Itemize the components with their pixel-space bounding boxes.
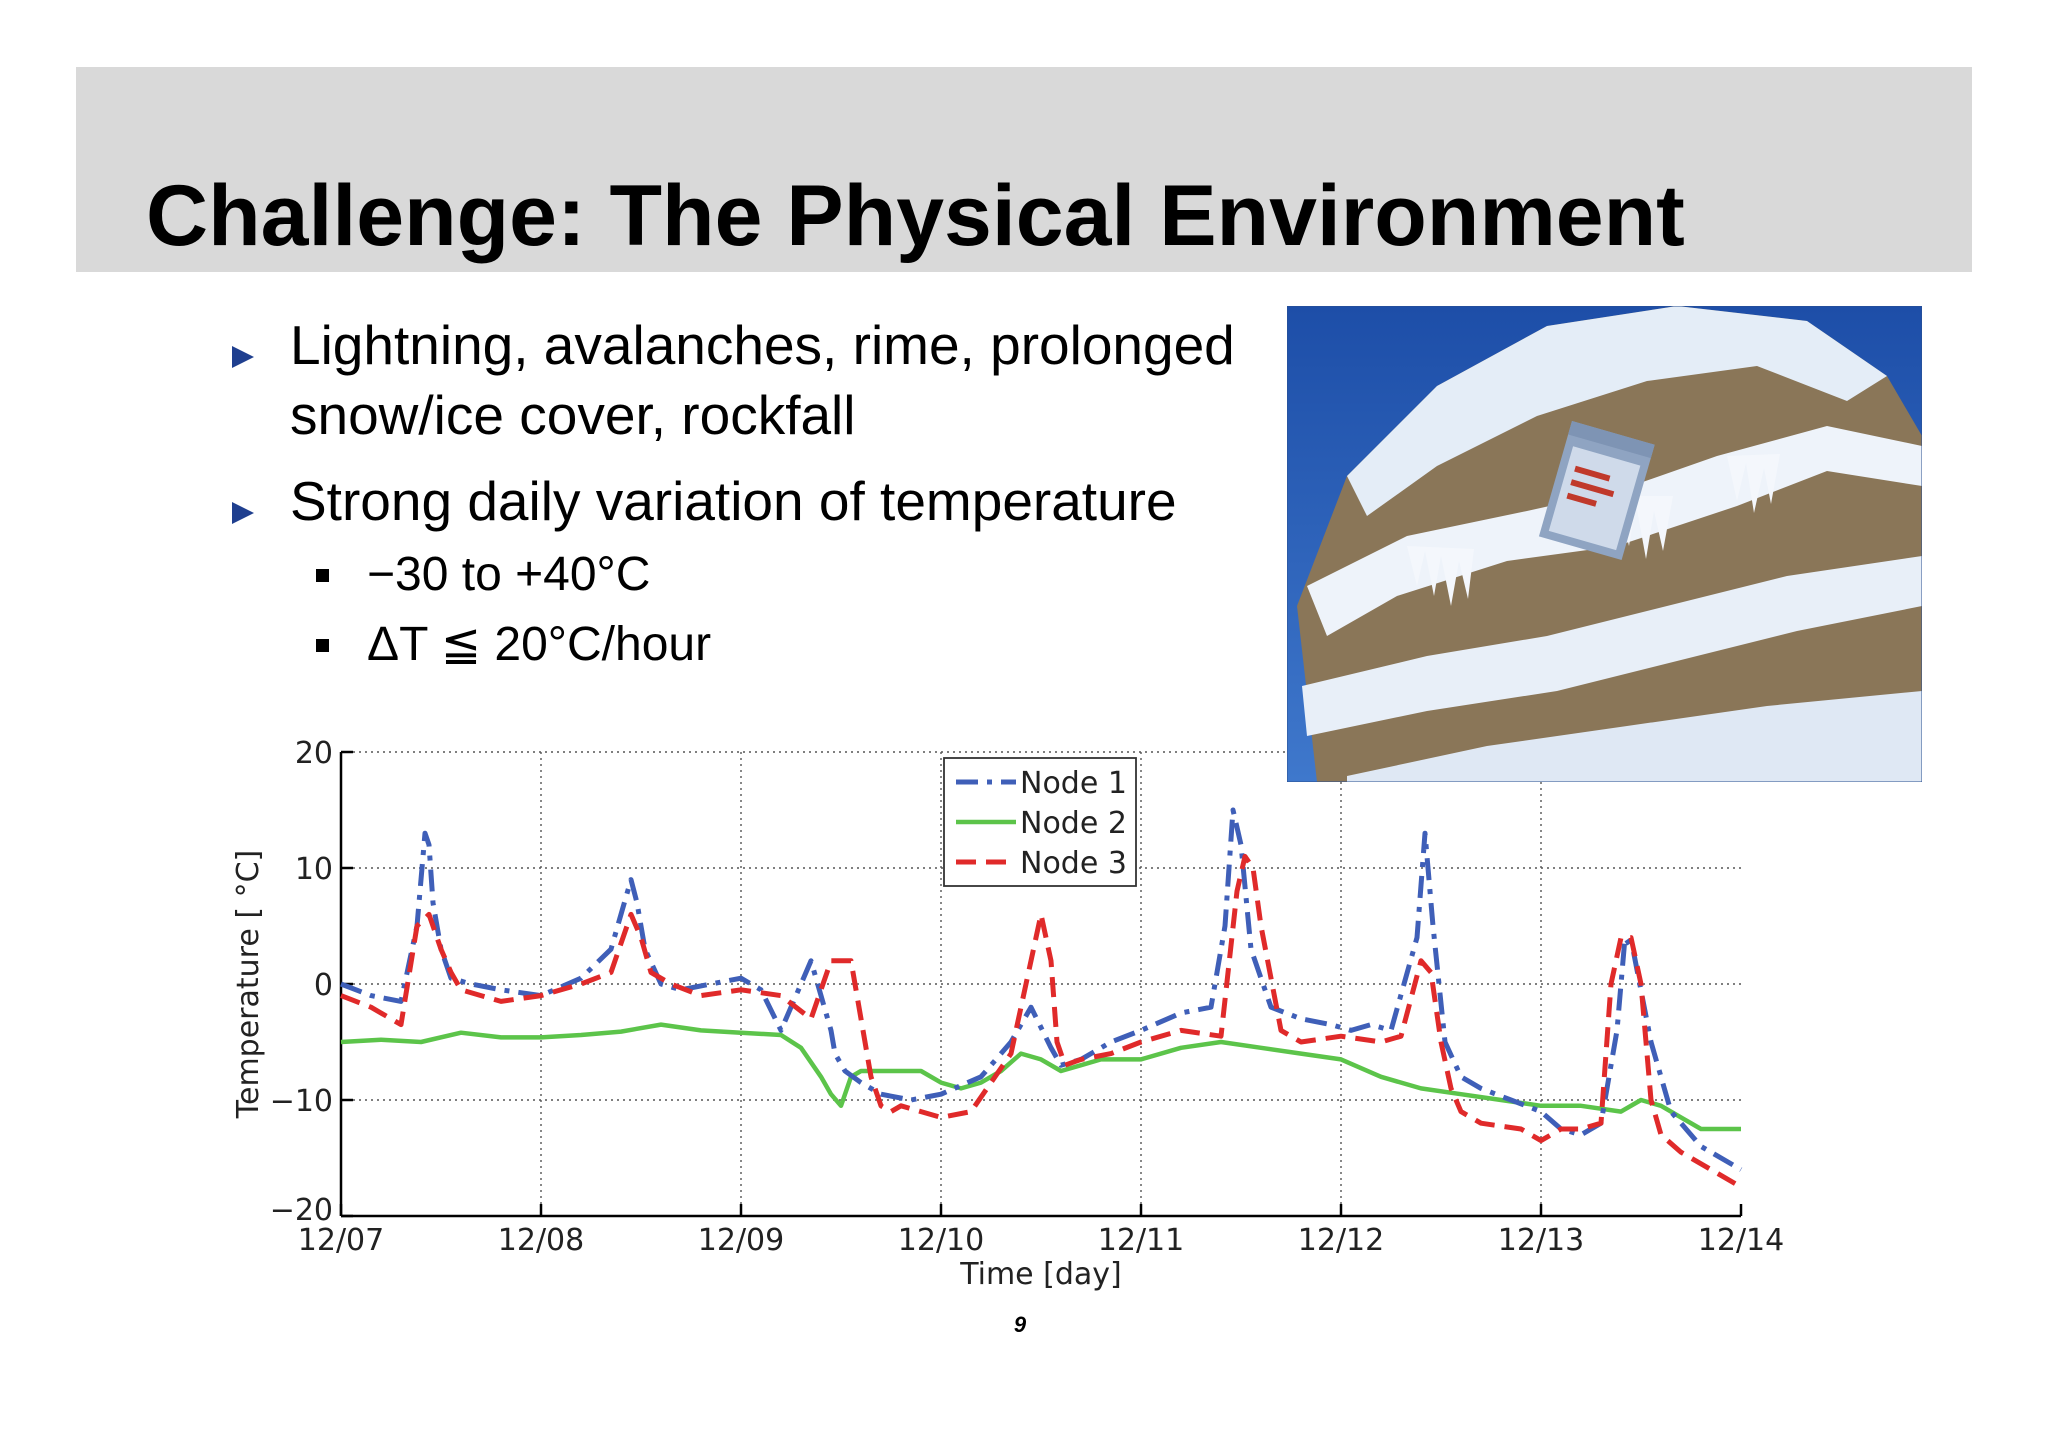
series-line-node-3 bbox=[340, 853, 1743, 1190]
legend-label: Node 1 bbox=[1020, 766, 1127, 801]
sub-bullet-range: −30 to +40°C bbox=[367, 548, 651, 601]
bullet-arrow-icon bbox=[232, 502, 254, 524]
y-tick-label: 0 bbox=[314, 968, 333, 1003]
slide-title: Challenge: The Physical Environment bbox=[146, 168, 1685, 264]
y-tick-label: −20 bbox=[270, 1193, 333, 1228]
rime-covered-rock-with-sensor-photo bbox=[1287, 306, 1922, 782]
square-bullet-icon bbox=[316, 639, 329, 652]
x-tick-label: 12/14 bbox=[1698, 1223, 1784, 1258]
y-tick-label: −10 bbox=[270, 1084, 333, 1119]
page-number: 9 bbox=[1013, 1312, 1027, 1337]
bullet-hazards: Lightning, avalanches, rime, prolonged s… bbox=[290, 314, 1235, 446]
x-tick-label: 12/07 bbox=[298, 1223, 384, 1258]
legend-label: Node 3 bbox=[1020, 846, 1127, 881]
sub-bullet-rate: ΔT ≦ 20°C/hour bbox=[367, 618, 712, 671]
x-tick-label: 12/08 bbox=[498, 1223, 584, 1258]
y-axis-label: Temperature [ °C] bbox=[231, 850, 266, 1119]
x-axis-label: Time [day] bbox=[959, 1257, 1122, 1292]
x-tick-label: 12/11 bbox=[1098, 1223, 1184, 1258]
x-tick-label: 12/10 bbox=[898, 1223, 984, 1258]
y-tick-label: 20 bbox=[295, 736, 333, 771]
title-bar bbox=[76, 67, 1972, 272]
x-tick-label: 12/12 bbox=[1298, 1223, 1384, 1258]
bullet-arrow-icon bbox=[232, 346, 254, 368]
y-tick-label: 10 bbox=[295, 852, 333, 887]
series-line-node-1 bbox=[340, 807, 1743, 1172]
legend-label: Node 2 bbox=[1020, 806, 1127, 841]
bullet-temperature: Strong daily variation of temperature bbox=[290, 470, 1177, 532]
x-tick-label: 12/13 bbox=[1498, 1223, 1584, 1258]
series-line-node-2 bbox=[340, 1022, 1741, 1132]
x-tick-label: 12/09 bbox=[698, 1223, 784, 1258]
square-bullet-icon bbox=[316, 569, 329, 582]
